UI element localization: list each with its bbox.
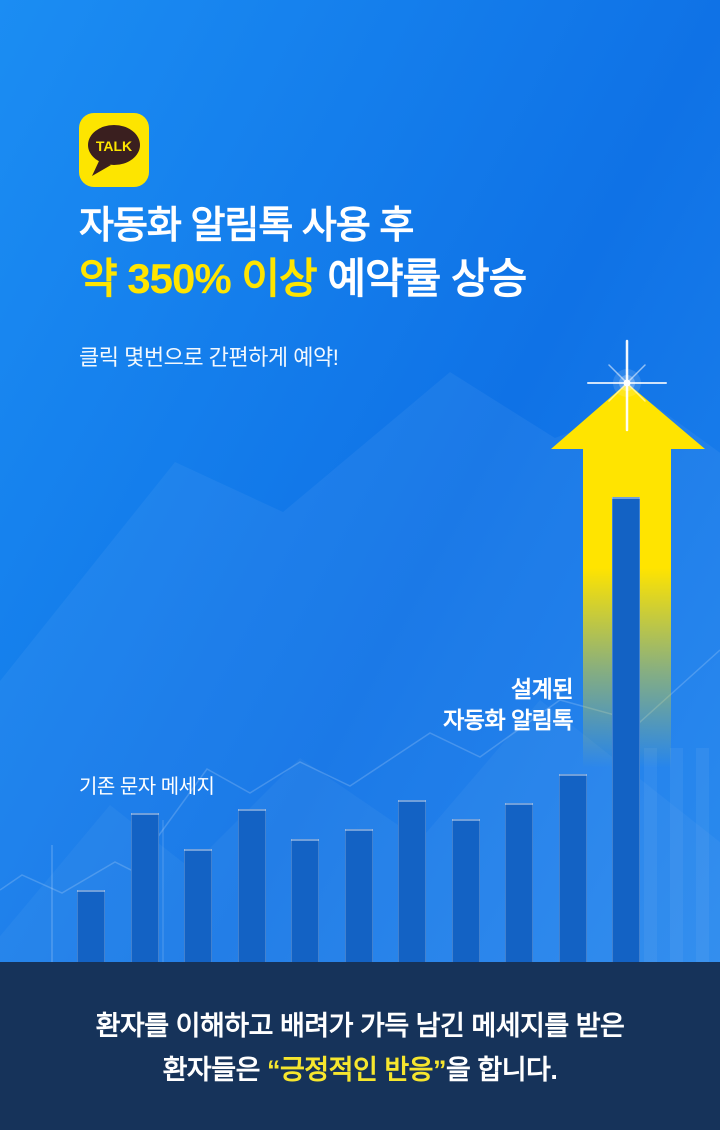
footer-line2-suffix: 을 합니다. (446, 1055, 558, 1085)
label-automated-alimtalk: 설계된 자동화 알림톡 (443, 674, 573, 736)
footer-line1: 환자를 이해하고 배려가 가득 남긴 메세지를 받은 (95, 1011, 625, 1041)
bar-b10 (558, 774, 587, 962)
footer-message: 환자를 이해하고 배려가 가득 남긴 메세지를 받은 환자들은 “긍정적인 반응… (0, 962, 720, 1130)
bar-b2 (130, 813, 159, 962)
bar-b8 (451, 819, 480, 962)
footer-line2-prefix: 환자들은 (162, 1055, 267, 1085)
footer-highlight: “긍정적인 반응” (266, 1055, 447, 1085)
bar-b4 (237, 809, 266, 962)
bar-b11-알림톡 (612, 497, 640, 962)
bar-b1 (77, 890, 105, 962)
speech-bubble-icon (88, 125, 140, 165)
label-existing-sms: 기존 문자 메세지 (79, 776, 215, 798)
footer-line2: 환자들은 “긍정적인 반응”을 합니다. (0, 1048, 720, 1092)
label-right-line1: 설계된 (511, 676, 573, 702)
headline-line2: 약 350% 이상 예약률 상승 (79, 255, 527, 302)
headline-line2-rest: 예약률 상승 (316, 255, 527, 302)
headline: 자동화 알림톡 사용 후 약 350% 이상 예약률 상승 (79, 205, 527, 302)
bar-b9 (505, 803, 533, 962)
kakaotalk-logo: TALK (79, 113, 149, 187)
bar-b7 (398, 800, 426, 962)
bar-b6 (344, 829, 373, 962)
speech-bubble-tail (92, 161, 111, 176)
subtitle: 클릭 몇번으로 간편하게 예약! (79, 345, 339, 370)
label-right-line2: 자동화 알림톡 (443, 707, 573, 733)
bar-b5 (291, 839, 319, 962)
headline-line1: 자동화 알림톡 사용 후 (79, 205, 414, 247)
logo-text: TALK (96, 138, 132, 154)
headline-highlight: 약 350% 이상 (79, 255, 318, 302)
bar-b3 (184, 849, 212, 962)
